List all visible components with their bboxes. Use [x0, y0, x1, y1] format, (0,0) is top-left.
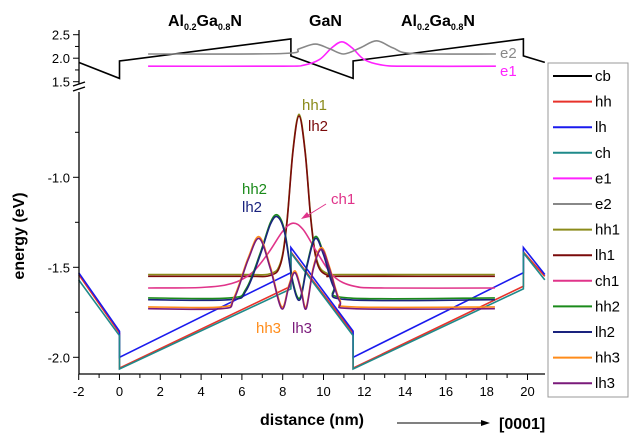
legend-item-hh3: hh3: [553, 350, 620, 367]
x-tick-label: 18: [479, 384, 493, 399]
legend-item-ch1: ch1: [553, 273, 619, 290]
legend-label: lh2: [595, 324, 615, 341]
legend-label: hh3: [595, 350, 620, 367]
legend-item-lh1: lh1: [553, 247, 615, 264]
annotation-e1: e1: [500, 63, 517, 80]
series-line-lh3: [148, 237, 495, 311]
x-tick-label: 16: [439, 384, 453, 399]
series-line-hh2: [148, 213, 495, 300]
legend-label: hh: [595, 94, 612, 111]
legend-label: e1: [595, 170, 612, 187]
ch1-arrowhead: [301, 212, 310, 219]
x-tick-label: 4: [197, 384, 204, 399]
legend-label: hh2: [595, 298, 620, 315]
legend-item-lh2: lh2: [553, 324, 615, 341]
x-tick-label: 0: [116, 384, 123, 399]
series-line-ch: [78, 250, 546, 371]
y-tick-label-bottom: -1.0: [48, 170, 70, 185]
x-tick-label: 8: [279, 384, 286, 399]
annotation-hh2: hh2: [242, 181, 267, 198]
legend-item-lh3: lh3: [553, 375, 615, 392]
x-tick-label: 10: [316, 384, 330, 399]
y-tick-label-bottom: -1.5: [48, 260, 70, 275]
annotation-lh3: lh3: [292, 320, 312, 337]
x-tick-label: 12: [357, 384, 371, 399]
y-tick-label-top: 2.0: [52, 51, 70, 66]
legend-item-hh: hh: [553, 94, 612, 111]
legend-item-cb: cb: [553, 68, 611, 85]
legend-label: ch1: [595, 273, 619, 290]
annotation-lh2-red: lh2: [308, 118, 328, 135]
legend-item-e1: e1: [553, 170, 612, 187]
legend-item-e2: e2: [553, 196, 612, 213]
y-axis-label: energy (eV): [11, 192, 28, 279]
x-tick-label: 20: [520, 384, 534, 399]
x-tick-label: 6: [238, 384, 245, 399]
direction-label: [0001]: [499, 416, 545, 433]
series-line-lh: [78, 245, 546, 359]
y-tick-label-top: 2.5: [52, 28, 70, 43]
region-label-right: Al0.2Ga0.8N: [401, 13, 475, 32]
x-axis-label: distance (nm): [260, 412, 364, 429]
x-tick-label: 14: [398, 384, 412, 399]
annotation-e2: e2: [500, 45, 517, 62]
annotations: e2 e1 hh1 lh2 hh2 lh2 ch1 hh3 lh3: [242, 45, 517, 337]
legend-label: lh: [595, 119, 607, 136]
legend-item-hh1: hh1: [553, 222, 620, 239]
legend-label: e2: [595, 196, 612, 213]
legend-label: ch: [595, 145, 611, 162]
series-line-ch1: [148, 222, 495, 289]
legend-item-ch: ch: [553, 145, 611, 162]
region-label-well: GaN: [309, 13, 342, 30]
plot-lines: [78, 37, 546, 371]
ticks: -2 0 2 4 6 8 10 12 14 16 18 20 2.5 2.0 1.5 -1.0 -1.5 -2.0: [48, 28, 535, 399]
y-tick-label-top: 1.5: [52, 75, 70, 90]
axes: [72, 30, 545, 375]
legend: cb hh lh ch e1 e2 hh1 lh1 ch1 hh2 lh2 hh3 lh3: [547, 62, 629, 398]
legend-item-lh: lh: [553, 119, 607, 136]
series-line-lh1: [148, 115, 495, 278]
annotation-lh2-blue: lh2: [242, 199, 262, 216]
legend-label: hh1: [595, 222, 620, 239]
series-line-cb: [78, 37, 546, 80]
legend-label: cb: [595, 68, 611, 85]
series-line-e2: [148, 39, 496, 55]
y-tick-label-bottom: -2.0: [48, 350, 70, 365]
legend-item-hh2: hh2: [553, 298, 620, 315]
region-label-left: Al0.2Ga0.8N: [168, 13, 242, 32]
series-line-lh2: [148, 215, 495, 302]
legend-label: lh3: [595, 375, 615, 392]
x-tick-label: 2: [157, 384, 164, 399]
axis-break-mark: [72, 81, 86, 92]
annotation-hh1: hh1: [302, 97, 327, 114]
direction-arrowhead: [481, 420, 490, 426]
annotation-hh3: hh3: [256, 320, 281, 337]
series-line-hh: [78, 249, 546, 370]
x-tick-label: -2: [73, 384, 85, 399]
series-line-e1: [148, 40, 496, 68]
legend-label: lh1: [595, 247, 615, 264]
annotation-ch1: ch1: [331, 191, 355, 208]
